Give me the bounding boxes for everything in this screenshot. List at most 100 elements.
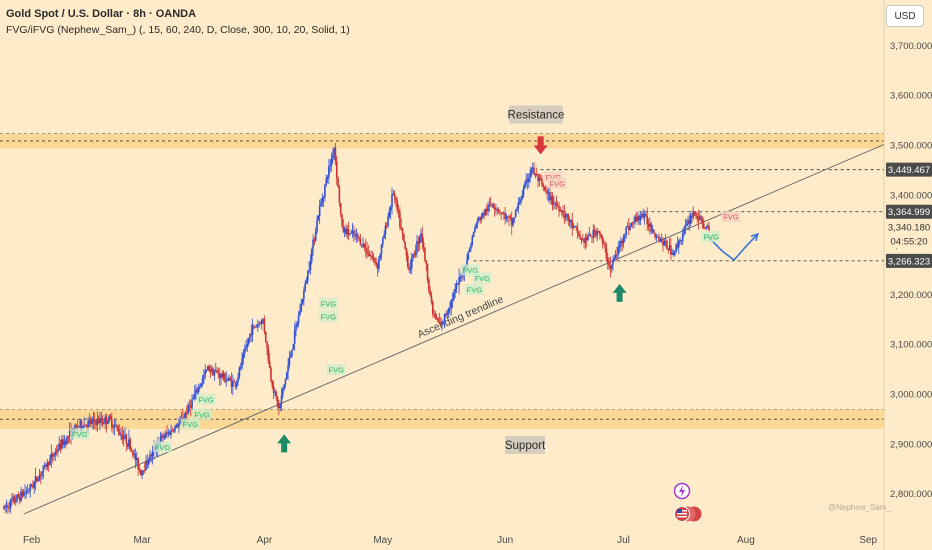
candle-body xyxy=(612,261,614,265)
candle-body xyxy=(479,217,481,220)
fvg-label: FVG xyxy=(460,264,480,276)
candle-body xyxy=(528,177,530,182)
candle-body xyxy=(257,324,259,327)
candle-body xyxy=(351,230,354,233)
candle-body xyxy=(355,234,358,236)
candle-body xyxy=(199,385,201,388)
price-tag: 3,364.999 xyxy=(888,207,930,218)
fvg-text: FVG xyxy=(467,285,483,294)
candle-body xyxy=(671,252,674,255)
candle-body xyxy=(546,190,549,194)
fvg-text: FVG xyxy=(475,274,491,283)
candle-body xyxy=(575,226,577,228)
candle-body xyxy=(647,224,650,227)
candle-body xyxy=(84,424,87,426)
candle-body xyxy=(554,203,556,205)
price-tag-box xyxy=(886,234,932,249)
candle-body xyxy=(179,420,182,424)
candle-body xyxy=(517,202,520,209)
candle-body xyxy=(104,416,107,423)
price-tag-box xyxy=(886,162,932,177)
candle-body xyxy=(197,387,200,393)
candle-body xyxy=(652,229,655,233)
candle-body xyxy=(649,223,651,227)
projection-path xyxy=(705,233,759,262)
candle-body xyxy=(161,434,163,437)
candle-body xyxy=(422,242,425,248)
candle-body xyxy=(22,492,25,496)
fvg-box xyxy=(180,418,200,430)
candle-body xyxy=(638,215,641,221)
candle-body xyxy=(359,238,362,246)
candle-body xyxy=(112,426,114,428)
candle-body xyxy=(403,233,405,242)
candle-body xyxy=(45,464,47,468)
candle-body xyxy=(203,375,205,379)
candle-body xyxy=(283,384,285,389)
zone-resistance xyxy=(0,133,884,149)
candle-body xyxy=(325,178,328,185)
candle-body xyxy=(4,506,7,508)
candle-body xyxy=(279,402,281,409)
candle-body xyxy=(574,226,576,228)
candle-body xyxy=(418,237,421,244)
candle-body xyxy=(392,193,395,195)
fvg-box xyxy=(543,171,563,183)
candle-body xyxy=(425,260,428,264)
symbol-title: Gold Spot / U.S. Dollar · 8h · OANDA xyxy=(6,8,197,20)
candle-body xyxy=(116,425,118,429)
x-tick-label: Aug xyxy=(737,535,755,546)
candle-body xyxy=(129,439,132,450)
x-tick-label: Sep xyxy=(859,535,877,546)
candle-body xyxy=(184,412,187,417)
candle-body xyxy=(674,251,676,256)
candle-body xyxy=(387,216,389,226)
currency-button[interactable]: USD xyxy=(886,5,924,27)
price-tag-box xyxy=(886,204,932,219)
candle-body xyxy=(132,450,134,456)
candle-body xyxy=(520,198,522,203)
candle-body xyxy=(276,397,279,407)
ascending-trendline[interactable] xyxy=(23,143,885,515)
candle-body xyxy=(637,215,639,222)
flag-icon[interactable] xyxy=(674,506,702,522)
candle-body xyxy=(685,223,688,226)
candle-body xyxy=(117,428,120,433)
candle-body xyxy=(141,471,143,476)
candle-body xyxy=(437,318,439,322)
candle-body xyxy=(450,299,453,309)
candle-body xyxy=(558,206,560,211)
candle-body xyxy=(572,226,575,228)
candle-body xyxy=(49,458,51,466)
candle-body xyxy=(458,277,460,285)
candle-body xyxy=(309,261,312,270)
candle-body xyxy=(426,263,429,281)
candle-body xyxy=(242,353,245,359)
corner-icons xyxy=(674,482,702,522)
candle-body xyxy=(406,255,409,267)
candle-body xyxy=(167,432,170,434)
candle-body xyxy=(680,240,683,242)
candle-body xyxy=(385,225,388,227)
candle-body xyxy=(606,258,609,263)
candle-body xyxy=(172,430,175,432)
candle-body xyxy=(143,470,146,472)
candle-body xyxy=(225,380,228,382)
flash-icon[interactable] xyxy=(674,482,691,500)
candle-body xyxy=(568,219,571,223)
y-tick-label: 3,400.000 xyxy=(890,190,932,201)
candle-body xyxy=(275,391,278,398)
candle-body xyxy=(99,418,101,424)
candle-body xyxy=(683,229,685,234)
indicator-legend[interactable]: FVG/iFVG (Nephew_Sam_) (, 15, 60, 240, D… xyxy=(6,24,350,36)
fvg-box xyxy=(318,310,338,322)
candle-body xyxy=(434,314,437,318)
candle-body xyxy=(576,227,579,233)
candle-body xyxy=(500,212,502,214)
candle-body xyxy=(354,235,356,237)
candle-body xyxy=(120,434,122,436)
candle-body xyxy=(318,206,321,216)
candle-body xyxy=(246,343,249,347)
candle-body xyxy=(251,325,254,336)
